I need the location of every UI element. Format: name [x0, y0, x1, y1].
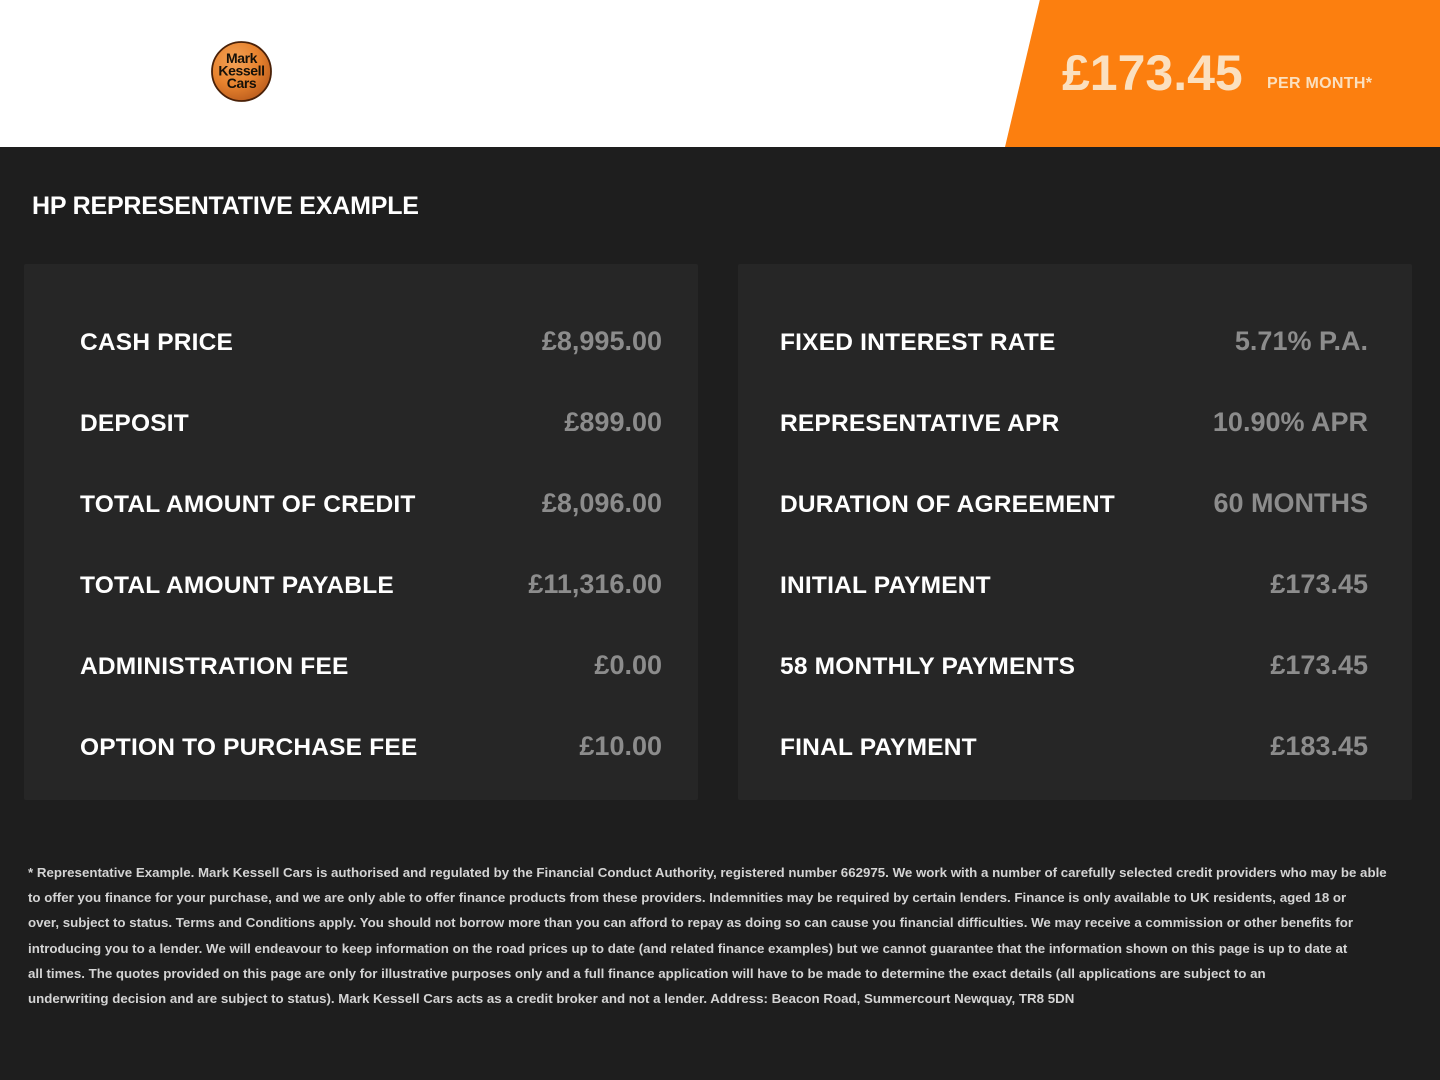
svg-text:Cars: Cars	[227, 75, 257, 91]
